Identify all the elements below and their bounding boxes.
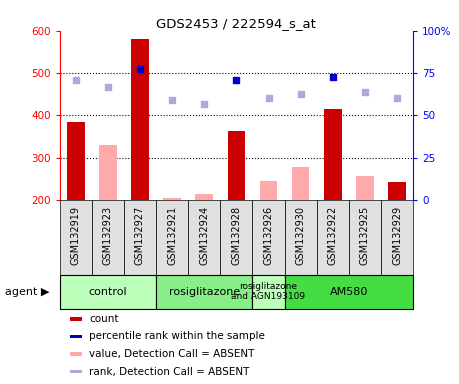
Text: GSM132929: GSM132929: [392, 206, 402, 265]
Bar: [131, 39, 149, 200]
Text: rank, Detection Call = ABSENT: rank, Detection Call = ABSENT: [89, 367, 249, 377]
FancyBboxPatch shape: [188, 200, 220, 275]
FancyBboxPatch shape: [220, 200, 252, 275]
FancyBboxPatch shape: [60, 200, 92, 275]
FancyBboxPatch shape: [252, 275, 285, 309]
Bar: [196, 194, 213, 200]
Text: rosiglitazone
and AGN193109: rosiglitazone and AGN193109: [231, 282, 306, 301]
Text: GSM132919: GSM132919: [71, 206, 81, 265]
Bar: [70, 334, 82, 338]
Text: GSM132921: GSM132921: [167, 206, 177, 265]
Text: rosiglitazone: rosiglitazone: [168, 287, 240, 297]
Bar: [67, 122, 84, 200]
Bar: [99, 145, 117, 200]
Text: value, Detection Call = ABSENT: value, Detection Call = ABSENT: [89, 349, 254, 359]
Text: GSM132927: GSM132927: [135, 206, 145, 265]
FancyBboxPatch shape: [349, 200, 381, 275]
Bar: [260, 181, 277, 200]
FancyBboxPatch shape: [156, 200, 188, 275]
Bar: [70, 317, 82, 321]
Bar: [292, 167, 309, 200]
Bar: [324, 109, 341, 200]
FancyBboxPatch shape: [60, 275, 156, 309]
Bar: [388, 182, 406, 200]
Text: count: count: [89, 314, 118, 324]
Bar: [356, 176, 374, 200]
FancyBboxPatch shape: [285, 200, 317, 275]
Text: GSM132923: GSM132923: [103, 206, 113, 265]
FancyBboxPatch shape: [381, 200, 413, 275]
FancyBboxPatch shape: [124, 200, 156, 275]
Text: percentile rank within the sample: percentile rank within the sample: [89, 331, 265, 341]
Text: GSM132930: GSM132930: [296, 206, 306, 265]
FancyBboxPatch shape: [156, 275, 252, 309]
Text: GSM132926: GSM132926: [263, 206, 274, 265]
Text: agent ▶: agent ▶: [5, 287, 49, 297]
Text: AM580: AM580: [330, 287, 368, 297]
FancyBboxPatch shape: [285, 275, 413, 309]
FancyBboxPatch shape: [92, 200, 124, 275]
Title: GDS2453 / 222594_s_at: GDS2453 / 222594_s_at: [157, 17, 316, 30]
Bar: [228, 131, 245, 200]
Text: GSM132922: GSM132922: [328, 206, 338, 265]
Bar: [70, 370, 82, 374]
Text: GSM132924: GSM132924: [199, 206, 209, 265]
FancyBboxPatch shape: [317, 200, 349, 275]
Text: GSM132928: GSM132928: [231, 206, 241, 265]
FancyBboxPatch shape: [252, 200, 285, 275]
Text: control: control: [89, 287, 127, 297]
Bar: [163, 198, 181, 200]
Bar: [70, 352, 82, 356]
Text: GSM132925: GSM132925: [360, 206, 370, 265]
